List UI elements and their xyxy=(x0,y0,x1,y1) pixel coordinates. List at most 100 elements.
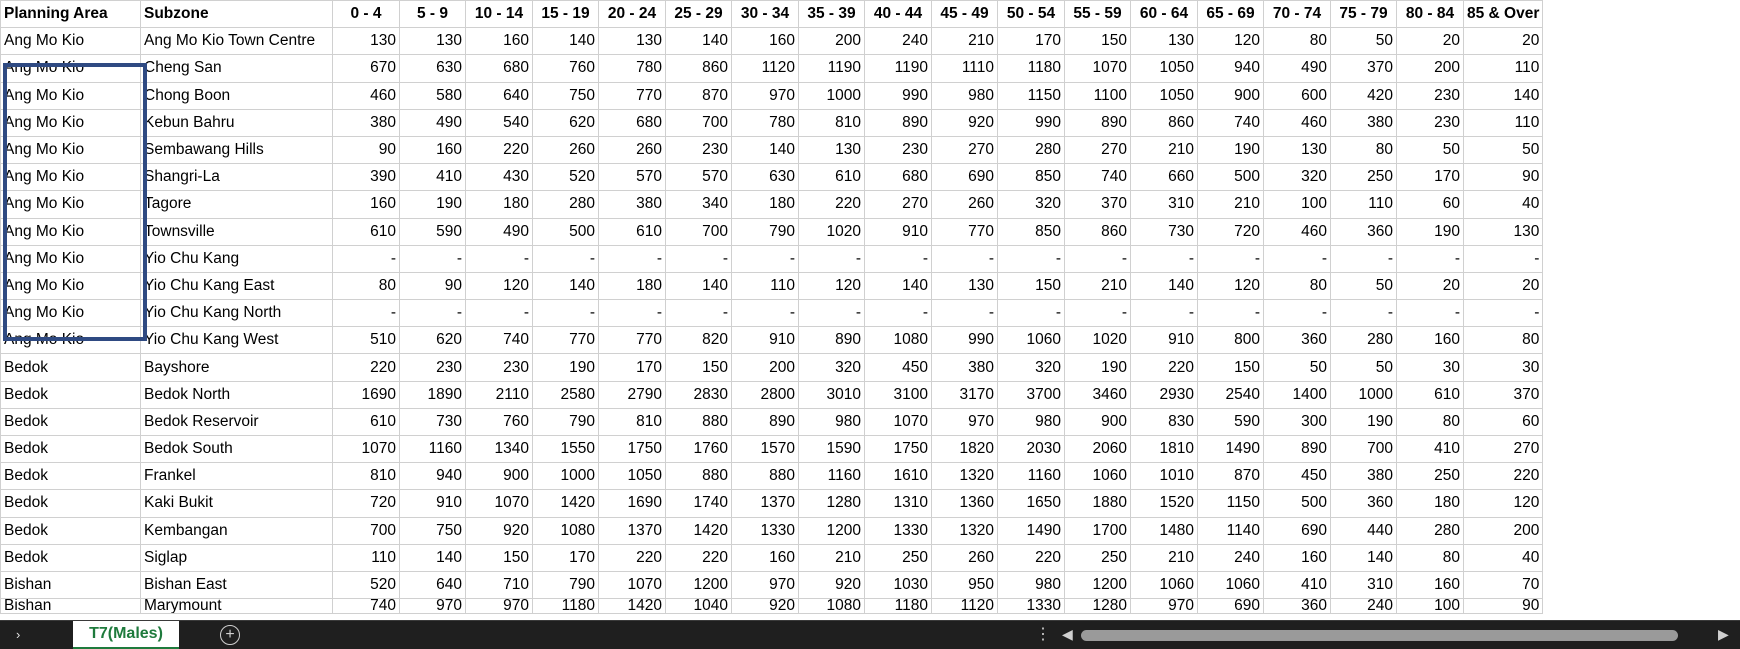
horizontal-scrollbar[interactable] xyxy=(1078,629,1708,641)
scroll-left-icon[interactable]: ◀ xyxy=(1062,626,1073,642)
value-cell[interactable]: 970 xyxy=(465,598,533,615)
value-cell[interactable]: 80 xyxy=(1396,543,1464,572)
value-cell[interactable]: 990 xyxy=(864,81,932,110)
value-cell[interactable]: 920 xyxy=(931,108,998,137)
value-cell[interactable]: 1480 xyxy=(1130,516,1198,545)
subzone-cell[interactable]: Yio Chu Kang xyxy=(140,244,333,273)
value-cell[interactable]: 520 xyxy=(332,570,400,600)
value-cell[interactable]: 1000 xyxy=(798,81,865,110)
value-cell[interactable]: 200 xyxy=(1462,516,1544,545)
value-cell[interactable]: 130 xyxy=(1462,217,1544,246)
value-cell[interactable]: 890 xyxy=(731,407,799,437)
value-cell[interactable]: 610 xyxy=(798,163,865,192)
value-cell[interactable]: 130 xyxy=(1263,135,1331,165)
value-cell[interactable]: 140 xyxy=(1130,271,1198,301)
column-header[interactable]: 30 - 34 xyxy=(731,0,799,29)
value-cell[interactable]: 1160 xyxy=(997,462,1065,491)
value-cell[interactable]: 450 xyxy=(1263,462,1331,491)
value-cell[interactable]: 40 xyxy=(1462,190,1544,219)
planning-area-cell[interactable]: Ang Mo Kio xyxy=(0,244,141,273)
value-cell[interactable]: 890 xyxy=(1064,108,1131,137)
value-cell[interactable]: - xyxy=(665,299,732,328)
planning-area-cell[interactable]: Bishan xyxy=(0,598,141,615)
value-cell[interactable]: 500 xyxy=(532,217,599,246)
value-cell[interactable]: 610 xyxy=(332,217,400,246)
value-cell[interactable]: 1520 xyxy=(1130,489,1198,518)
value-cell[interactable]: 220 xyxy=(798,190,865,219)
value-cell[interactable]: 690 xyxy=(1263,516,1331,545)
subzone-cell[interactable]: Sembawang Hills xyxy=(140,135,333,165)
value-cell[interactable]: 700 xyxy=(332,516,400,545)
value-cell[interactable]: 90 xyxy=(1462,163,1544,192)
value-cell[interactable]: 430 xyxy=(465,163,533,192)
value-cell[interactable]: 160 xyxy=(731,27,799,56)
value-cell[interactable]: 770 xyxy=(532,326,599,355)
value-cell[interactable]: 320 xyxy=(1263,163,1331,192)
value-cell[interactable]: - xyxy=(1263,244,1331,273)
value-cell[interactable]: 80 xyxy=(1396,407,1464,437)
value-cell[interactable]: 810 xyxy=(598,407,666,437)
value-cell[interactable]: 770 xyxy=(598,326,666,355)
value-cell[interactable]: 1360 xyxy=(931,489,998,518)
planning-area-cell[interactable]: Ang Mo Kio xyxy=(0,299,141,328)
value-cell[interactable]: 1200 xyxy=(1064,570,1131,600)
scrollbar-thumb[interactable] xyxy=(1081,630,1678,641)
value-cell[interactable]: 880 xyxy=(731,462,799,491)
value-cell[interactable]: 900 xyxy=(465,462,533,491)
subzone-cell[interactable]: Kaki Bukit xyxy=(140,489,333,518)
value-cell[interactable]: 2790 xyxy=(598,380,666,409)
value-cell[interactable]: 220 xyxy=(665,543,732,572)
value-cell[interactable]: 1180 xyxy=(864,598,932,615)
value-cell[interactable]: 200 xyxy=(731,353,799,382)
value-cell[interactable]: 740 xyxy=(1064,163,1131,192)
value-cell[interactable]: - xyxy=(1064,299,1131,328)
planning-area-cell[interactable]: Bedok xyxy=(0,543,141,572)
value-cell[interactable]: 130 xyxy=(1130,27,1198,56)
value-cell[interactable]: 1160 xyxy=(798,462,865,491)
value-cell[interactable]: - xyxy=(399,244,466,273)
value-cell[interactable]: 680 xyxy=(864,163,932,192)
value-cell[interactable]: 240 xyxy=(1330,598,1397,615)
subzone-cell[interactable]: Marymount xyxy=(140,598,333,615)
value-cell[interactable]: 140 xyxy=(1462,81,1544,110)
column-header[interactable]: 60 - 64 xyxy=(1130,0,1198,29)
value-cell[interactable]: 320 xyxy=(997,353,1065,382)
value-cell[interactable]: 230 xyxy=(399,353,466,382)
value-cell[interactable]: 920 xyxy=(798,570,865,600)
column-header[interactable]: 55 - 59 xyxy=(1064,0,1131,29)
value-cell[interactable]: 50 xyxy=(1330,353,1397,382)
value-cell[interactable]: 2030 xyxy=(997,434,1065,464)
value-cell[interactable]: 860 xyxy=(665,54,732,83)
value-cell[interactable]: 1320 xyxy=(931,516,998,545)
value-cell[interactable]: 160 xyxy=(465,27,533,56)
column-header[interactable]: 40 - 44 xyxy=(864,0,932,29)
value-cell[interactable]: 1070 xyxy=(1064,54,1131,83)
value-cell[interactable]: 140 xyxy=(399,543,466,572)
value-cell[interactable]: 780 xyxy=(598,54,666,83)
value-cell[interactable]: 1000 xyxy=(1330,380,1397,409)
planning-area-cell[interactable]: Bedok xyxy=(0,462,141,491)
value-cell[interactable]: 2800 xyxy=(731,380,799,409)
value-cell[interactable]: 800 xyxy=(1197,326,1264,355)
value-cell[interactable]: 2110 xyxy=(465,380,533,409)
value-cell[interactable]: 1080 xyxy=(532,516,599,545)
value-cell[interactable]: 210 xyxy=(931,27,998,56)
value-cell[interactable]: 890 xyxy=(864,108,932,137)
value-cell[interactable]: 890 xyxy=(1263,434,1331,464)
value-cell[interactable]: 380 xyxy=(931,353,998,382)
value-cell[interactable]: 1810 xyxy=(1130,434,1198,464)
value-cell[interactable]: 910 xyxy=(1130,326,1198,355)
value-cell[interactable]: 750 xyxy=(532,81,599,110)
value-cell[interactable]: 190 xyxy=(532,353,599,382)
subzone-cell[interactable]: Bayshore xyxy=(140,353,333,382)
value-cell[interactable]: 380 xyxy=(598,190,666,219)
column-header[interactable]: 70 - 74 xyxy=(1263,0,1331,29)
value-cell[interactable]: 460 xyxy=(1263,217,1331,246)
value-cell[interactable]: 50 xyxy=(1462,135,1544,165)
value-cell[interactable]: 990 xyxy=(997,108,1065,137)
value-cell[interactable]: 270 xyxy=(1462,434,1544,464)
value-cell[interactable]: 120 xyxy=(465,271,533,301)
value-cell[interactable]: 870 xyxy=(665,81,732,110)
value-cell[interactable]: 220 xyxy=(465,135,533,165)
subzone-cell[interactable]: Kebun Bahru xyxy=(140,108,333,137)
